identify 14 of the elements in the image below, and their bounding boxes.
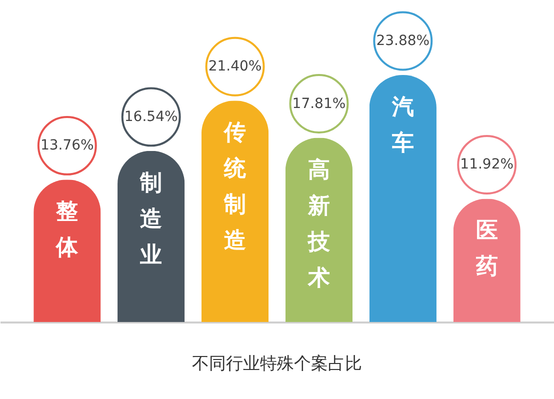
data-label: 23.88% xyxy=(376,33,430,49)
x-tick-label: 医药 xyxy=(474,218,498,280)
x-tick-label: 整体 xyxy=(55,200,80,261)
data-label: 17.81% xyxy=(292,96,346,112)
x-tick-label: 制造业 xyxy=(139,170,162,268)
data-label: 21.40% xyxy=(208,58,262,75)
text: 不同行业特殊个案占比 xyxy=(192,354,362,374)
x-tick-label: 汽车 xyxy=(390,95,414,156)
data-label: 11.92% xyxy=(460,156,514,173)
x-tick-label: 传统制造 xyxy=(223,120,248,254)
bar xyxy=(369,75,436,322)
data-label: 13.76% xyxy=(40,138,94,154)
x-tick-label: 高新技术 xyxy=(306,156,331,291)
data-label: 16.54% xyxy=(124,108,178,125)
